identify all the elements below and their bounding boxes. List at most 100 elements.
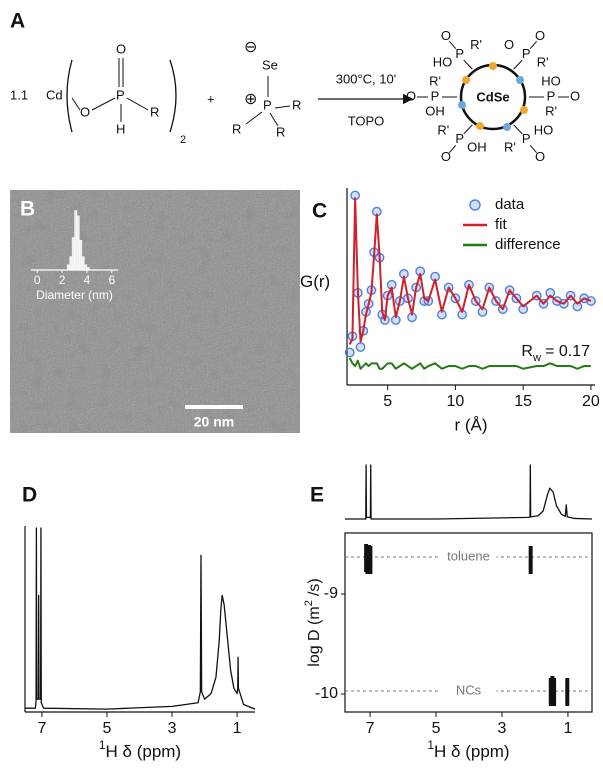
bond bbox=[126, 97, 149, 111]
data-line bbox=[345, 464, 593, 520]
atom: P bbox=[455, 131, 464, 146]
y-tick-label: -9 bbox=[324, 585, 338, 602]
atom: R' bbox=[504, 140, 516, 155]
atom: P bbox=[116, 87, 125, 102]
plus: + bbox=[207, 91, 215, 106]
atom: O bbox=[116, 41, 126, 56]
surface-atom bbox=[516, 76, 524, 84]
bond bbox=[449, 145, 457, 154]
annotation: Rw = 0.17 bbox=[521, 343, 590, 364]
atom: R bbox=[150, 104, 159, 119]
x-tick-label: 15 bbox=[514, 393, 532, 410]
atom: P bbox=[522, 131, 531, 146]
histogram-bar bbox=[71, 237, 75, 271]
bracket bbox=[66, 59, 73, 133]
legend-label: difference bbox=[495, 236, 561, 253]
atom: R' bbox=[437, 122, 449, 137]
panel-label: C bbox=[312, 200, 327, 223]
atom: HO bbox=[433, 54, 453, 69]
x-tick-label: 3 bbox=[498, 720, 507, 737]
data-line bbox=[348, 197, 592, 345]
x-axis-label-part: 1 bbox=[99, 738, 106, 752]
data-point bbox=[586, 296, 596, 306]
atom: HO bbox=[534, 122, 554, 137]
x-axis-label: r (Å) bbox=[454, 415, 487, 434]
bond bbox=[463, 59, 473, 70]
x-tick-label: 2 bbox=[59, 273, 66, 287]
atom: O bbox=[80, 104, 90, 119]
reference-label-bg bbox=[440, 683, 497, 699]
bond bbox=[245, 105, 291, 127]
cross-peak bbox=[368, 546, 373, 574]
x-tick-label: 4 bbox=[84, 273, 91, 287]
histogram-bar bbox=[69, 256, 73, 271]
atom: HO bbox=[541, 73, 561, 88]
x-tick-label: 1 bbox=[563, 720, 572, 737]
x-tick-label: 6 bbox=[108, 273, 115, 287]
solvent: TOPO bbox=[348, 113, 385, 128]
histogram-bar bbox=[86, 267, 90, 271]
annotation-part: R bbox=[521, 343, 533, 360]
legend-marker bbox=[469, 199, 481, 211]
micrograph-particles bbox=[10, 190, 300, 433]
y-axis-label: G(r) bbox=[300, 272, 330, 291]
coefficient: 1.1 bbox=[10, 87, 28, 102]
atom: O bbox=[570, 88, 580, 103]
x-tick-label: 10 bbox=[447, 393, 465, 410]
x-tick-label: 1 bbox=[233, 720, 242, 737]
charge: ⊖ bbox=[244, 39, 257, 56]
atom: R' bbox=[429, 73, 441, 88]
y-axis-label: log D (m2/s) bbox=[303, 578, 323, 666]
cross-peak bbox=[565, 678, 570, 706]
reaction-scheme: A 1.1 Cd O P O R H 2 + ⊖ Se ⊕ P R R R 30… bbox=[10, 10, 580, 165]
atom: OH bbox=[467, 140, 487, 155]
reference-label: NCs bbox=[456, 682, 482, 697]
atom: Cd bbox=[46, 87, 63, 102]
atom: R' bbox=[537, 54, 549, 69]
conditions: 300°C, 10' bbox=[336, 71, 396, 86]
atom: H bbox=[116, 121, 125, 136]
y-axis-label-part: /s) bbox=[306, 578, 323, 596]
panel-label: B bbox=[20, 198, 35, 221]
bond bbox=[513, 124, 523, 135]
annotation-part: w bbox=[532, 352, 542, 364]
x-axis-label-part: H δ (ppm) bbox=[434, 742, 510, 761]
data-point bbox=[355, 342, 366, 352]
surface-atom bbox=[489, 62, 497, 70]
atom: O bbox=[504, 37, 514, 52]
x-axis-label-part: H δ (ppm) bbox=[106, 742, 182, 761]
atom: O bbox=[535, 149, 545, 164]
panel-label: E bbox=[310, 484, 324, 507]
x-tick-label: 5 bbox=[432, 720, 441, 737]
bond bbox=[463, 124, 473, 135]
subscript: 2 bbox=[180, 134, 186, 146]
micrograph: 20 nm bbox=[10, 190, 300, 433]
bond bbox=[449, 40, 457, 49]
data-point bbox=[344, 347, 355, 358]
histogram-bar bbox=[74, 210, 78, 271]
panel-label: A bbox=[10, 10, 25, 33]
surface-atom bbox=[458, 101, 466, 109]
bond bbox=[513, 59, 523, 70]
plot-frame bbox=[344, 532, 593, 713]
atom: O bbox=[406, 88, 416, 103]
bracket bbox=[169, 59, 177, 133]
scale-bar-label: 20 nm bbox=[194, 414, 234, 430]
data-line bbox=[25, 527, 256, 710]
surface-atom bbox=[503, 123, 511, 131]
atom: Se bbox=[262, 57, 278, 72]
x-tick-label: 3 bbox=[168, 720, 177, 737]
x-axis-label: 1H δ (ppm) bbox=[99, 738, 181, 761]
panel-label: D bbox=[22, 484, 37, 507]
histogram-bar bbox=[76, 215, 80, 271]
nanocrystal-label: CdSe bbox=[476, 89, 509, 104]
atom: R bbox=[276, 124, 285, 139]
histogram-bar bbox=[79, 240, 83, 271]
legend-label: data bbox=[495, 196, 525, 213]
bond bbox=[71, 97, 81, 111]
atom: O bbox=[441, 149, 451, 164]
atom: P bbox=[431, 88, 440, 103]
histogram-bar bbox=[81, 256, 85, 271]
